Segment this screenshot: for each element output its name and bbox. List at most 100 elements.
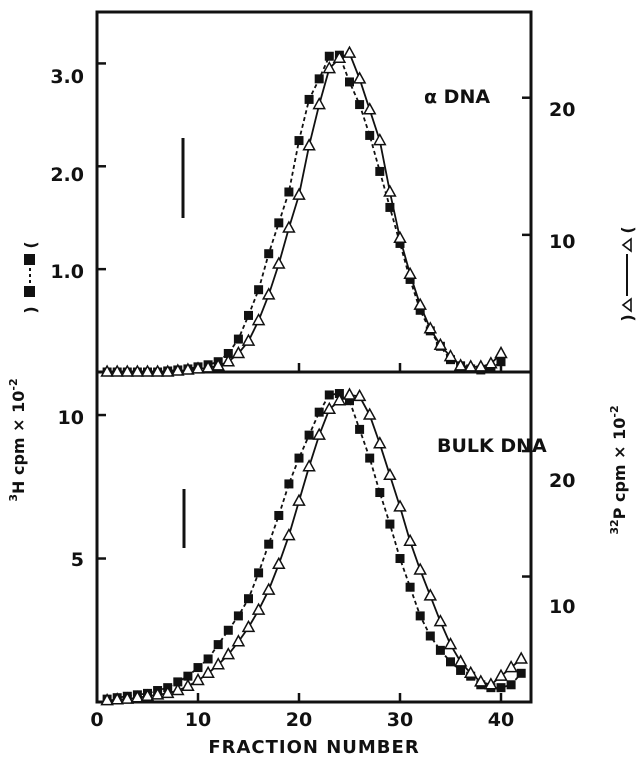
data-point-square (203, 654, 213, 664)
data-point-square (223, 625, 233, 635)
data-point-triangle (322, 401, 337, 415)
data-point-square (425, 631, 435, 641)
data-point-triangle (120, 364, 135, 377)
data-point-triangle (342, 387, 357, 400)
data-point-triangle (140, 688, 155, 702)
data-point-triangle (292, 187, 306, 200)
data-point-triangle (393, 499, 407, 512)
data-point-square (506, 680, 516, 690)
data-point-square (193, 663, 203, 673)
data-point-square (405, 274, 415, 284)
top-left-tick-label: 1.0 (50, 261, 84, 283)
data-point-triangle (171, 363, 185, 376)
data-point-square (213, 640, 223, 650)
data-point-triangle (403, 533, 417, 547)
data-point-triangle (292, 493, 306, 506)
data-point-square (244, 310, 253, 320)
data-point-square (233, 334, 243, 344)
data-point-triangle (110, 364, 124, 377)
x-axis-title: FRACTION NUMBER (208, 737, 419, 757)
svg-text:): ) (618, 314, 637, 321)
svg-text:(: ( (618, 226, 637, 233)
data-point-triangle (443, 637, 458, 650)
data-point-triangle (322, 61, 337, 74)
data-point-square (314, 407, 324, 417)
right-y-label-main: P cpm × 10 (610, 418, 629, 520)
data-point-triangle (332, 50, 347, 64)
x-tick-label: 0 (90, 709, 103, 731)
data-point-square (446, 657, 455, 667)
data-point-triangle (312, 427, 326, 440)
data-point-square (274, 218, 284, 228)
data-point-square (365, 453, 375, 463)
svg-text:32P cpm × 10-2: 32P cpm × 10-2 (608, 405, 629, 534)
data-point-square (254, 285, 264, 295)
left-y-label-sup: 3 (7, 494, 20, 502)
data-point-triangle (514, 651, 528, 664)
data-point-square (274, 510, 284, 520)
data-point-triangle (100, 364, 114, 377)
data-point-triangle (332, 393, 347, 406)
data-point-triangle (100, 693, 114, 706)
data-point-triangle (423, 588, 438, 601)
svg-text:3H cpm × 10-2: 3H cpm × 10-2 (7, 378, 28, 501)
top-panel-frame (95, 10, 533, 374)
data-point-triangle (272, 256, 286, 269)
data-point-square (264, 539, 274, 549)
data-point-square (223, 348, 233, 358)
data-point-square (516, 668, 526, 678)
data-point-triangle (231, 634, 246, 647)
data-point-triangle (362, 102, 377, 115)
data-point-triangle (312, 97, 326, 110)
data-point-square (233, 611, 243, 621)
data-point-triangle (181, 678, 195, 691)
data-point-square (375, 166, 385, 176)
data-point-square (496, 357, 506, 367)
left-y-label-exp: -2 (7, 378, 20, 390)
data-point-square (324, 390, 334, 400)
data-point-triangle (463, 359, 478, 372)
data-point-triangle (191, 361, 205, 374)
data-point-triangle (231, 345, 246, 359)
data-point-square (304, 430, 314, 440)
data-point-triangle (443, 349, 458, 362)
data-point-triangle (484, 677, 498, 690)
data-point-square (264, 249, 274, 259)
data-point-square (294, 136, 304, 146)
data-point-square (324, 51, 334, 61)
data-point-triangle (474, 359, 488, 372)
top-left-tick-label: 3.0 (50, 66, 84, 88)
panel-label-bottom: BULK DNA (437, 435, 547, 457)
right-legend-solid-triangle: ( ) (618, 226, 637, 321)
data-point-triangle (352, 388, 367, 402)
data-point-square (486, 364, 496, 374)
bottom-right-tick-label: 20 (549, 470, 575, 492)
data-point-triangle (150, 364, 165, 377)
data-point-square (395, 554, 405, 564)
data-point-triangle (362, 407, 377, 420)
data-point-square (435, 645, 445, 655)
data-point-triangle (352, 71, 367, 84)
data-point-square (395, 238, 405, 248)
data-point-triangle (181, 362, 195, 375)
data-point-square (345, 77, 354, 87)
data-point-square (294, 453, 304, 463)
data-point-square (254, 568, 264, 578)
x-tick-label: 10 (185, 709, 211, 731)
data-point-triangle (261, 582, 276, 595)
data-point-triangle (221, 354, 236, 367)
left-y-axis-label: 3H cpm × 10-2 (7, 378, 28, 501)
data-point-triangle (453, 358, 468, 371)
data-point-triangle (120, 691, 135, 704)
top-left-tick-label: 2.0 (50, 164, 84, 186)
right-y-axis-label: 32P cpm × 10-2 (608, 405, 629, 534)
right-y-label-exp: -2 (608, 405, 621, 417)
data-point-triangle (272, 556, 286, 570)
data-point-triangle (413, 297, 427, 310)
data-point-square (284, 187, 294, 197)
data-point-square (385, 202, 395, 212)
data-point-triangle (393, 230, 407, 244)
data-point-triangle (302, 459, 316, 472)
data-point-triangle (150, 687, 165, 700)
